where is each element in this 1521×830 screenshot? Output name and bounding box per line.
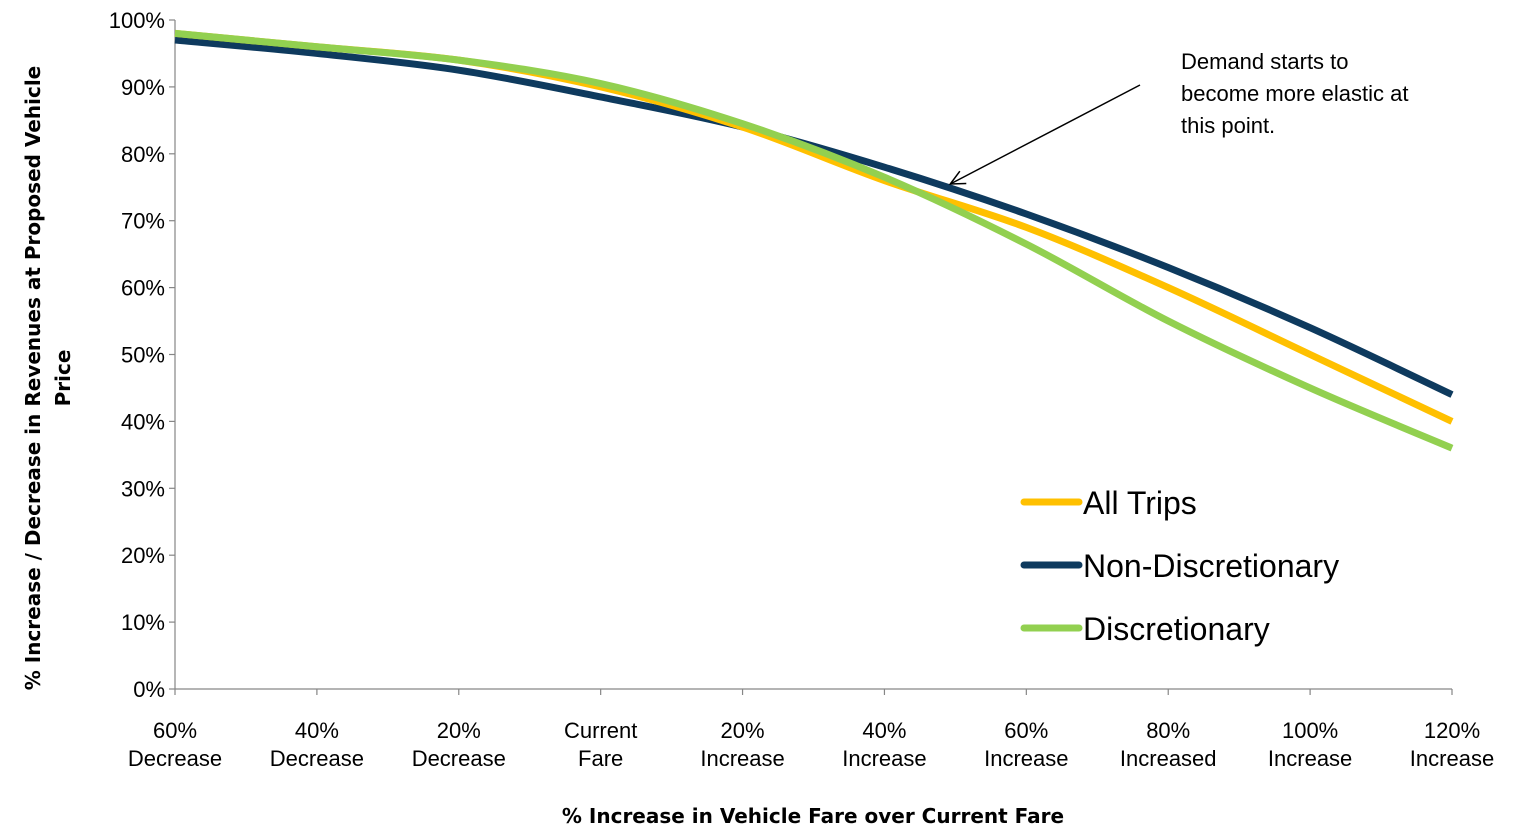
x-axis-title: % Increase in Vehicle Fare over Current …: [562, 804, 1064, 828]
annotation-group: Demand starts to become more elastic at th…: [948, 49, 1408, 185]
y-tick-label: 30%: [121, 476, 165, 501]
x-tick-label: 40%: [862, 718, 906, 743]
x-tick-label: Increase: [1410, 746, 1494, 771]
x-tick-label: Increase: [842, 746, 926, 771]
x-tick-label: 40%: [295, 718, 339, 743]
y-tick-label: 90%: [121, 75, 165, 100]
series-group: [174, 29, 1454, 452]
y-tick-label: 100%: [109, 8, 165, 33]
x-tick-group: 60% Decrease 40% Decrease 20% Decrease Current…: [128, 689, 1494, 771]
legend: All Trips Non-Discretionary Discretionary: [1020, 485, 1339, 647]
y-axis-title-line-1: % Increase / Decrease in Revenues at Pro…: [21, 66, 45, 690]
legend-label: All Trips: [1083, 485, 1197, 521]
x-tick-label: Decrease: [270, 746, 364, 771]
x-tick-label: 120%: [1424, 718, 1480, 743]
legend-label: Discretionary: [1083, 611, 1270, 647]
x-tick-label: Decrease: [412, 746, 506, 771]
annotation-text: Demand starts to: [1181, 49, 1349, 74]
x-tick-label: Increased: [1120, 746, 1217, 771]
legend-label: Non-Discretionary: [1083, 548, 1339, 584]
annotation-text: this point.: [1181, 113, 1275, 138]
x-tick-label: Increase: [700, 746, 784, 771]
x-tick-label: 20%: [721, 718, 765, 743]
x-tick-label: 60%: [153, 718, 197, 743]
y-tick-group: 0% 10% 20% 30% 40% 50% 60% 70% 80% 90% 100%: [109, 8, 175, 702]
annotation-arrow-line: [949, 84, 1141, 185]
x-tick-label: 80%: [1146, 718, 1190, 743]
x-tick-label: Current: [564, 718, 637, 743]
annotation-text: become more elastic at: [1181, 81, 1408, 106]
y-tick-label: 40%: [121, 409, 165, 434]
x-tick-label: Increase: [984, 746, 1068, 771]
x-tick-label: Decrease: [128, 746, 222, 771]
y-tick-label: 70%: [121, 209, 165, 234]
series-line-discretionary: [174, 29, 1454, 452]
y-tick-label: 10%: [121, 610, 165, 635]
x-tick-label: 100%: [1282, 718, 1338, 743]
y-tick-label: 80%: [121, 142, 165, 167]
x-tick-label: 60%: [1004, 718, 1048, 743]
y-tick-label: 0%: [133, 677, 165, 702]
x-tick-label: Increase: [1268, 746, 1352, 771]
annotation-arrow-head: [948, 170, 967, 185]
x-tick-label: 20%: [437, 718, 481, 743]
y-tick-label: 60%: [121, 276, 165, 301]
x-tick-label: Fare: [578, 746, 623, 771]
y-tick-label: 50%: [121, 343, 165, 368]
y-tick-label: 20%: [121, 543, 165, 568]
y-axis-title-line-2: Price: [51, 350, 75, 407]
